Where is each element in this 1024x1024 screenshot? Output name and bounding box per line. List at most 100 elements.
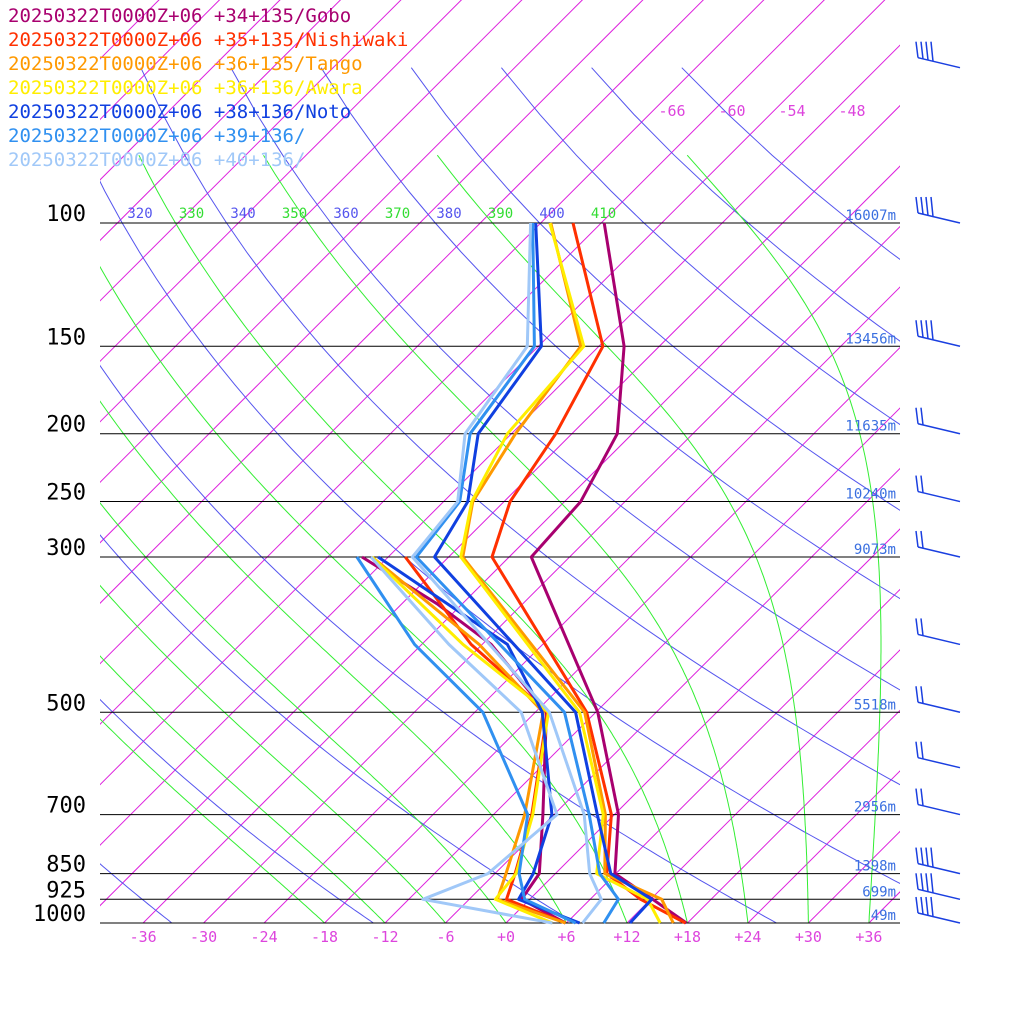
axis-labels: 100 16007m 150 13456m 200 11635m 250 10240m 300 9… xyxy=(33,102,896,946)
legend-item: 20250322T0000Z+06 +36+135/Tango xyxy=(8,53,363,75)
isotherm-line xyxy=(203,225,900,923)
wind-barb-staff xyxy=(917,633,961,646)
wind-barb-feather xyxy=(925,320,929,339)
wind-barb-feather xyxy=(920,847,924,865)
temperature-tick-label: +24 xyxy=(734,928,761,946)
dewpoint-line xyxy=(355,556,577,925)
wind-barb-feather xyxy=(930,896,934,917)
wind-barb-staff xyxy=(917,888,961,901)
wind-barb-feather xyxy=(915,741,919,758)
height-label: 5518m xyxy=(854,697,896,713)
theta-label: 320 xyxy=(127,206,152,222)
wind-barb-feather xyxy=(915,686,919,703)
wind-barb-staff xyxy=(917,56,961,69)
dry-adiabat-line xyxy=(100,180,900,885)
theta-label: 350 xyxy=(282,206,307,222)
wind-barb xyxy=(915,873,961,901)
wind-barb-feather xyxy=(925,196,929,216)
isotherm-line xyxy=(100,0,765,665)
moist-adiabat-line xyxy=(436,154,809,923)
height-label: 49m xyxy=(871,908,896,924)
wind-barb-feather xyxy=(920,896,924,915)
wind-barb-feather xyxy=(925,873,929,892)
isotherm-line xyxy=(808,830,900,923)
wind-barb-feather xyxy=(930,41,934,62)
temperature-tick-label: -36 xyxy=(130,928,157,946)
wind-barb xyxy=(915,618,961,646)
wind-barb-feather xyxy=(920,530,924,549)
temperature-line xyxy=(433,222,654,925)
wind-barb xyxy=(915,475,961,503)
wind-barb-staff xyxy=(917,422,961,435)
wind-barb-staff xyxy=(917,803,961,816)
height-label: 10240m xyxy=(845,487,896,503)
temperature-tick-label: +6 xyxy=(557,928,575,946)
moist-adiabat-line xyxy=(263,154,749,923)
isotherm-line xyxy=(100,0,704,604)
wind-barb-feather xyxy=(920,618,924,636)
theta-label: 370 xyxy=(385,206,410,222)
isotherm-line xyxy=(100,104,900,907)
wind-barb-feather xyxy=(930,847,934,868)
wind-barb-feather xyxy=(915,618,919,635)
dewpoint-line xyxy=(377,555,581,925)
wind-barb-feather xyxy=(915,320,919,337)
legend-item: 20250322T0000Z+06 +34+135/Gobo xyxy=(8,5,352,27)
wind-barb xyxy=(915,320,961,347)
isotherm-line xyxy=(100,0,523,423)
dry-adiabat-line xyxy=(410,67,900,511)
isotherm-line xyxy=(445,467,900,923)
temperature-tick-label: +18 xyxy=(674,928,701,946)
dry-adiabat-line xyxy=(140,67,900,786)
upper-isotherm-label: -60 xyxy=(718,102,745,120)
temperature-tick-label: +36 xyxy=(855,928,882,946)
wind-barb-feather xyxy=(930,873,934,893)
wind-barbs xyxy=(915,41,961,924)
isotherm-line xyxy=(626,649,900,923)
temperature-tick-label: -30 xyxy=(190,928,217,946)
wind-barb-feather xyxy=(920,873,924,891)
wind-barb-feather xyxy=(920,41,924,59)
isotherm-line xyxy=(929,0,1024,923)
wind-barb-feather xyxy=(930,196,934,217)
pressure-label: 250 xyxy=(46,481,86,506)
isotherm-line xyxy=(687,709,900,923)
temperature-line xyxy=(410,222,603,924)
theta-label: 410 xyxy=(591,206,616,222)
legend-item: 20250322T0000Z+06 +38+136/Noto xyxy=(8,101,352,123)
height-label: 2956m xyxy=(854,800,896,816)
moist-adiabat-line xyxy=(100,502,507,923)
isotherm-line xyxy=(747,770,900,923)
dewpoint-line xyxy=(369,556,559,925)
dry-adiabat-line xyxy=(100,534,576,923)
moist-adiabat-line xyxy=(100,400,567,923)
wind-barb xyxy=(915,530,961,558)
wind-barb-staff xyxy=(917,490,961,503)
wind-barb-feather xyxy=(915,896,919,914)
dry-adiabat-line xyxy=(100,863,173,923)
height-label: 699m xyxy=(862,884,896,900)
isotherm-line xyxy=(100,0,886,786)
isotherm-line xyxy=(868,891,900,923)
pressure-label: 700 xyxy=(46,794,86,819)
temperature-tick-label: +0 xyxy=(497,928,515,946)
upper-isotherm-label: -48 xyxy=(838,102,865,120)
wind-barb-feather xyxy=(915,475,919,492)
wind-barb-feather xyxy=(925,41,929,61)
wind-barb xyxy=(915,788,961,816)
isotherm-line xyxy=(100,0,402,302)
wind-barb-feather xyxy=(915,847,919,864)
wind-barb xyxy=(915,686,961,714)
dry-adiabat-line xyxy=(100,364,777,923)
temperature-tick-label: -18 xyxy=(311,928,338,946)
isobars xyxy=(100,222,900,924)
theta-label: 360 xyxy=(333,206,358,222)
temperature-tick-label: -24 xyxy=(251,928,278,946)
pressure-label: 100 xyxy=(46,202,86,227)
legend-item: 20250322T0000Z+06 +35+135/Nishiwaki xyxy=(8,29,409,51)
legend-item: 20250322T0000Z+06 +40+136/ xyxy=(8,149,306,171)
dry-adiabat-line xyxy=(320,67,900,600)
theta-label: 330 xyxy=(179,206,204,222)
wind-barb-feather xyxy=(915,788,919,805)
